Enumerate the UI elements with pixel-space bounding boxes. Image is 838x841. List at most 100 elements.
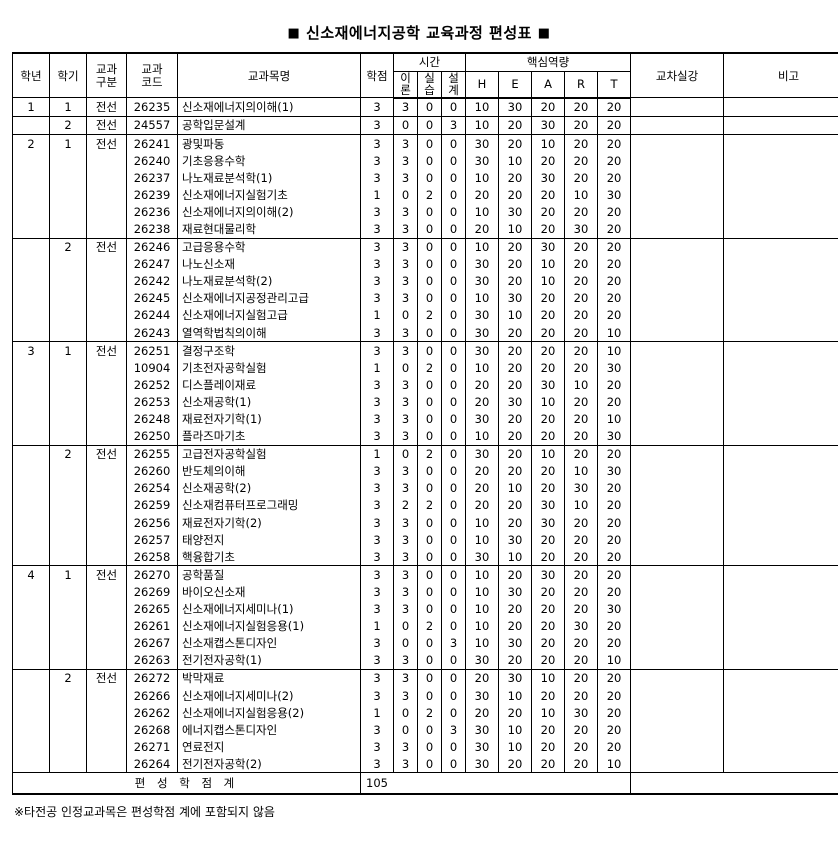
remarks-cell: [723, 203, 838, 221]
category-cell: [86, 600, 127, 618]
theory-hours-cell: 0: [393, 115, 418, 135]
competency-r-cell: 20: [564, 427, 598, 446]
semester-cell: [49, 186, 87, 204]
competency-r-cell: 20: [564, 514, 598, 532]
theory-hours-cell: 3: [393, 514, 418, 532]
semester-cell: [49, 634, 87, 652]
header-code-line2: 코드: [141, 74, 163, 89]
credit-cell: 1: [360, 306, 394, 325]
competency-a-cell: 20: [531, 583, 565, 601]
course-code-cell: 26271: [126, 738, 178, 756]
subject-name-cell: 공학입문설계: [177, 115, 361, 135]
competency-r-cell: 20: [564, 237, 598, 256]
credit-cell: 3: [360, 600, 394, 618]
remarks-cell: [723, 393, 838, 411]
design-hours-cell: 0: [441, 324, 466, 342]
cross-lecture-cell: [630, 410, 725, 428]
competency-e-cell: 20: [498, 255, 532, 273]
year-cell: [12, 115, 50, 135]
theory-hours-cell: 0: [393, 444, 418, 463]
competency-a-cell: 20: [531, 186, 565, 204]
competency-t-cell: 20: [596, 289, 632, 307]
curriculum-table: 학년 학기 교과 구분 교과 코드 교과목명 학점 시간 핵심역량 교차실강 비…: [12, 52, 838, 796]
design-hours-cell: 0: [441, 738, 466, 756]
category-cell: [86, 186, 127, 204]
competency-h-cell: 30: [465, 272, 499, 290]
remarks-cell: [723, 306, 838, 325]
competency-h-cell: 30: [465, 687, 499, 705]
table-row: 10904 기초전자공학실험 1 0 2 0 10 20 20 20 30: [12, 359, 838, 377]
subject-name-cell: 기초응용수학: [177, 152, 361, 170]
practice-hours-cell: 0: [417, 134, 442, 153]
competency-e-cell: 30: [498, 531, 532, 549]
competency-r-cell: 30: [564, 479, 598, 497]
competency-t-cell: 30: [596, 186, 632, 204]
credit-cell: 3: [360, 341, 394, 360]
table-row: 26268 에너지캡스톤디자인 3 0 0 3 30 10 20 20 20: [12, 721, 838, 739]
competency-a-cell: 30: [531, 496, 565, 515]
course-code-cell: 26257: [126, 531, 178, 549]
table-row: 26265 신소재에너지세미나(1) 3 3 0 0 10 20 20 20 30: [12, 600, 838, 618]
competency-e-cell: 20: [498, 617, 532, 635]
category-cell: 전선: [86, 444, 127, 463]
category-cell: [86, 531, 127, 549]
title-bullet-left: ■: [287, 26, 301, 41]
year-cell: [12, 668, 50, 687]
credit-cell: 3: [360, 97, 394, 117]
cross-lecture-cell: [630, 600, 725, 618]
practice-hours-cell: 2: [417, 704, 442, 722]
year-cell: [12, 393, 50, 411]
year-cell: [12, 583, 50, 601]
theory-hours-cell: 3: [393, 651, 418, 670]
practice-hours-cell: 0: [417, 289, 442, 307]
remarks-cell: [723, 462, 838, 480]
header-category-line2: 구분: [95, 74, 118, 89]
theory-hours-cell: 3: [393, 289, 418, 307]
total-blank: [630, 772, 838, 795]
course-code-cell: 10904: [126, 359, 178, 377]
credit-cell: 3: [360, 410, 394, 428]
practice-hours-cell: 2: [417, 496, 442, 515]
design-hours-cell: 0: [441, 462, 466, 480]
competency-h-cell: 20: [465, 462, 499, 480]
competency-h-cell: 10: [465, 115, 499, 135]
competency-r-cell: 20: [564, 272, 598, 290]
competency-h-cell: 10: [465, 514, 499, 532]
design-hours-cell: 0: [441, 565, 466, 584]
practice-hours-cell: 0: [417, 324, 442, 342]
design-hours-cell: 0: [441, 203, 466, 221]
course-code-cell: 26269: [126, 583, 178, 601]
semester-cell: 1: [49, 97, 87, 117]
competency-r-cell: 10: [564, 376, 598, 394]
year-cell: [12, 531, 50, 549]
year-cell: [12, 306, 50, 325]
competency-h-cell: 20: [465, 479, 499, 497]
table-row: 26242 나노재료분석학(2) 3 3 0 0 30 20 10 20 20: [12, 272, 838, 290]
competency-r-cell: 20: [564, 444, 598, 463]
competency-t-cell: 30: [596, 359, 632, 377]
competency-a-cell: 20: [531, 97, 565, 117]
semester-cell: [49, 220, 87, 239]
category-cell: [86, 617, 127, 635]
design-hours-cell: 0: [441, 97, 466, 117]
competency-a-cell: 20: [531, 427, 565, 446]
competency-t-cell: 20: [596, 255, 632, 273]
header-remarks: 비고: [723, 53, 838, 99]
competency-r-cell: 20: [564, 134, 598, 153]
competency-e-cell: 20: [498, 272, 532, 290]
category-cell: [86, 359, 127, 377]
competency-a-cell: 10: [531, 272, 565, 290]
subject-name-cell: 신소재에너지실험응용(1): [177, 617, 361, 635]
practice-hours-cell: 0: [417, 169, 442, 187]
table-row: 26253 신소재공학(1) 3 3 0 0 20 30 10 20 20: [12, 393, 838, 411]
design-hours-cell: 0: [441, 134, 466, 153]
competency-t-cell: 10: [596, 410, 632, 428]
remarks-cell: [723, 531, 838, 549]
cross-lecture-cell: [630, 169, 725, 187]
semester-cell: 1: [49, 341, 87, 360]
competency-h-cell: 30: [465, 324, 499, 342]
course-code-cell: 26247: [126, 255, 178, 273]
header-row-bottom: 이 론 실 습 설 계 H E A R T: [13, 71, 838, 99]
remarks-cell: [723, 97, 838, 117]
design-hours-cell: 3: [441, 721, 466, 739]
